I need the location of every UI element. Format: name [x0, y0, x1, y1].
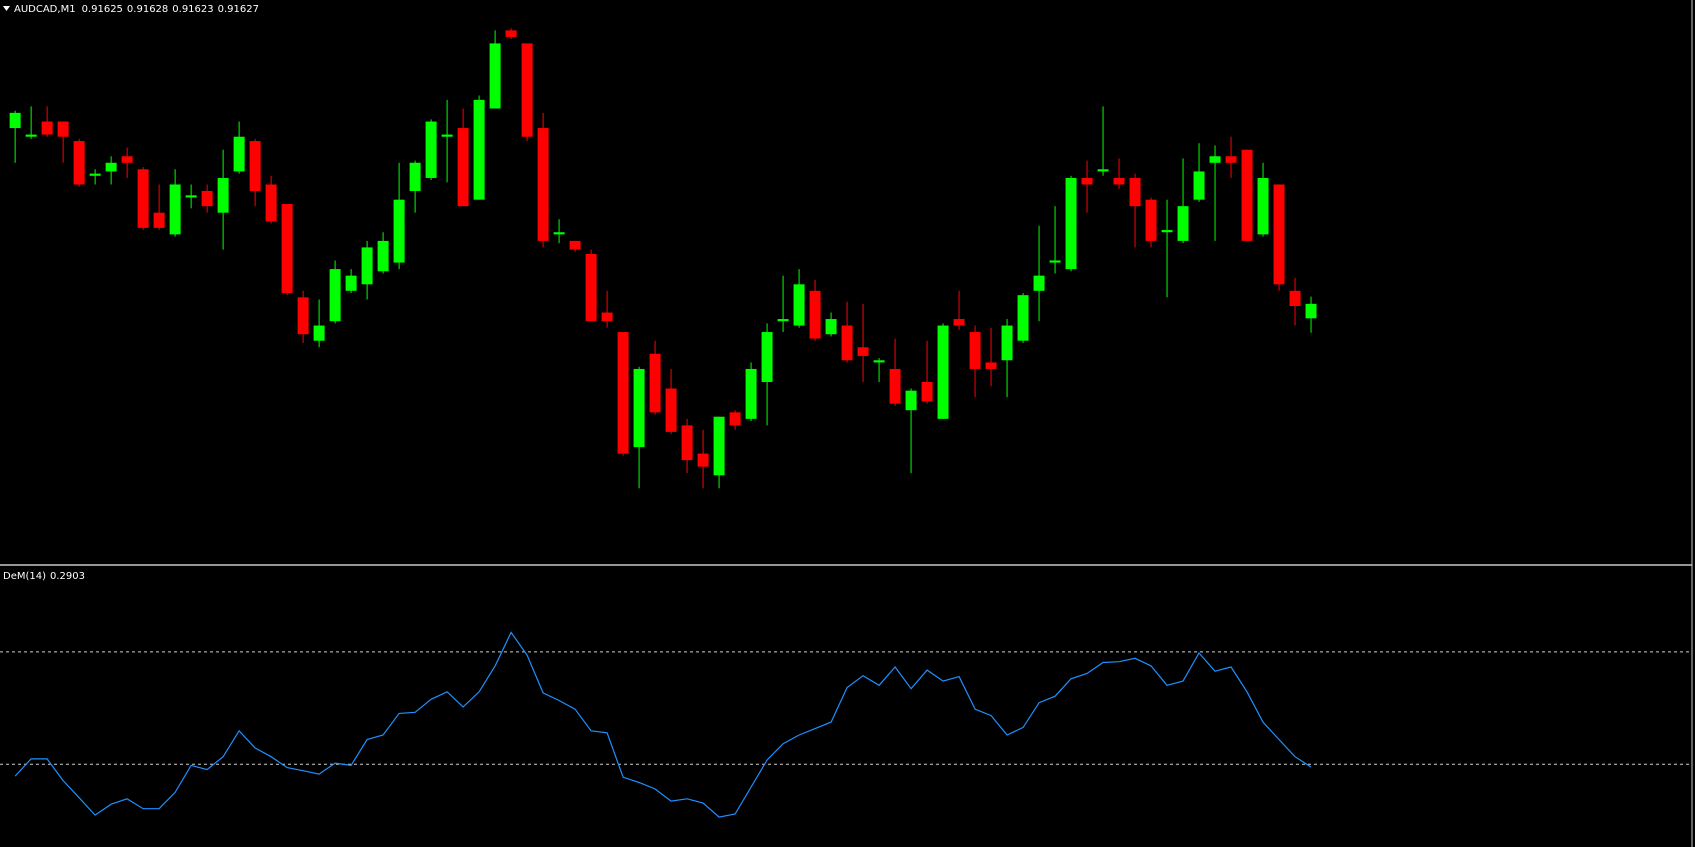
candle-body	[873, 360, 885, 363]
candle-body	[585, 253, 597, 322]
candle-body	[57, 121, 69, 137]
candle-body	[921, 381, 933, 402]
dropdown-icon[interactable]	[3, 6, 10, 11]
candle-body	[617, 332, 629, 454]
candle-body	[841, 325, 853, 361]
candle-body	[953, 319, 965, 326]
candle-body	[905, 390, 917, 411]
candle-body	[1289, 290, 1301, 307]
candle-body	[1097, 169, 1109, 172]
candle-body	[409, 162, 421, 191]
candle-body	[185, 195, 197, 198]
candle-body	[1049, 260, 1061, 263]
candle-body	[137, 169, 149, 228]
candle-body	[761, 332, 773, 382]
candle-body	[937, 325, 949, 419]
candle-body	[601, 312, 613, 322]
candle-body	[25, 134, 37, 137]
candle-body	[249, 141, 261, 191]
candle-body	[457, 128, 469, 207]
candle-body	[1129, 177, 1141, 207]
candle-body	[1241, 149, 1253, 241]
candle-body	[265, 184, 277, 222]
symbol-header: AUDCAD,M1 0.91625 0.91628 0.91623 0.91627	[14, 4, 259, 15]
close-price: 0.91627	[218, 4, 259, 15]
candle-body	[345, 275, 357, 291]
candle-body	[217, 177, 229, 213]
candle-body	[489, 43, 501, 109]
candle-body	[713, 416, 725, 476]
candle-body	[1065, 177, 1077, 270]
candle-body	[473, 99, 485, 200]
candle-body	[73, 141, 85, 185]
candle-body	[825, 319, 837, 335]
candle-body	[1225, 156, 1237, 163]
candle-body	[681, 425, 693, 461]
candle-body	[1209, 156, 1221, 163]
candle-body	[569, 240, 581, 250]
candle-body	[697, 453, 709, 467]
candle-body	[537, 128, 549, 241]
candle-body	[1273, 184, 1285, 285]
candle-body	[729, 412, 741, 426]
candle-body	[665, 388, 677, 432]
candle-body	[969, 332, 981, 369]
candle-body	[777, 319, 789, 322]
candle-body	[169, 184, 181, 235]
indicator-header: DeM(14) 0.2903	[3, 571, 85, 582]
candle-body	[633, 368, 645, 448]
candle-body	[393, 199, 405, 263]
candle-body	[425, 121, 437, 178]
candle-body	[1017, 295, 1029, 341]
candle-body	[9, 112, 21, 129]
indicator-name: DeM(14)	[3, 571, 46, 582]
candle-body	[1305, 303, 1317, 319]
candle-body	[745, 368, 757, 419]
candle-body	[1033, 275, 1045, 291]
indicator-value: 0.2903	[50, 571, 85, 582]
candle-body	[1161, 230, 1173, 233]
candle-body	[313, 325, 325, 341]
candle-body	[553, 232, 565, 235]
candle-body	[153, 212, 165, 228]
candle-body	[1193, 171, 1205, 200]
candle-body	[377, 240, 389, 272]
low-price: 0.91623	[172, 4, 213, 15]
candle-body	[41, 121, 53, 135]
candle-body	[105, 162, 117, 172]
candle-body	[985, 362, 997, 369]
candle-body	[233, 136, 245, 172]
candle-body	[649, 353, 661, 413]
candle-body	[281, 204, 293, 293]
high-price: 0.91628	[127, 4, 168, 15]
candle-body	[793, 284, 805, 326]
candle-body	[809, 290, 821, 339]
candle-body	[889, 368, 901, 404]
symbol: AUDCAD,M1	[14, 4, 76, 15]
candle-body	[121, 156, 133, 163]
candle-body	[1177, 206, 1189, 241]
candle-body	[1001, 325, 1013, 361]
candle-body	[201, 190, 213, 207]
candle-body	[361, 247, 373, 285]
dem-line	[14, 631, 1312, 818]
open-price: 0.91625	[82, 4, 123, 15]
candle-body	[441, 134, 453, 137]
candle-body	[1081, 177, 1093, 185]
candle-body	[89, 173, 101, 176]
candle-body	[505, 30, 517, 37]
candle-body	[857, 347, 869, 356]
candle-body	[1145, 199, 1157, 241]
candle-body	[329, 269, 341, 322]
candle-body	[1257, 177, 1269, 235]
candle-body	[1113, 177, 1125, 185]
candle-body	[297, 297, 309, 335]
candle-body	[521, 43, 533, 137]
